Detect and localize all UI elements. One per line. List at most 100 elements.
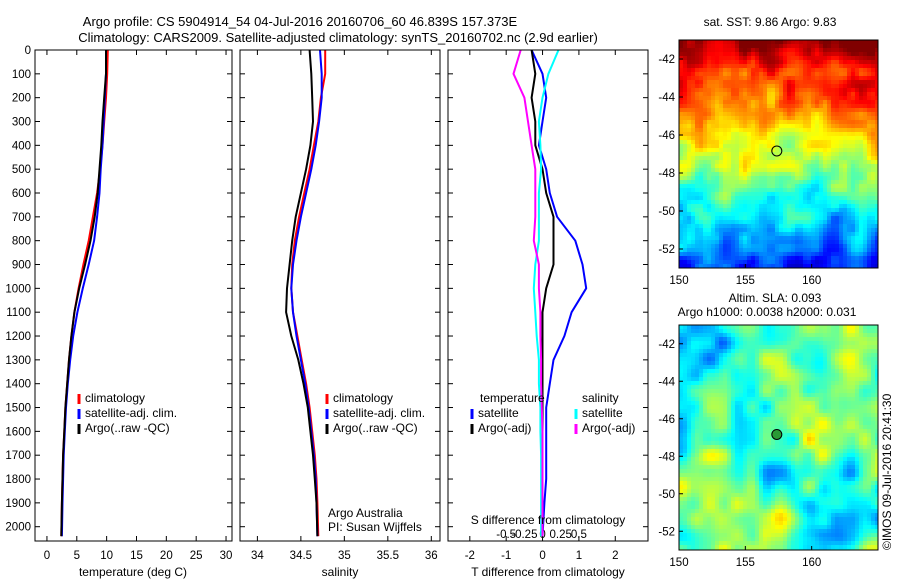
map-cell [719, 76, 724, 81]
map-cell [839, 164, 844, 169]
map-cell [855, 461, 860, 466]
map-cell [687, 204, 692, 209]
map-cell [859, 200, 864, 205]
map-cell [691, 409, 696, 414]
map-cell [731, 453, 736, 458]
map-cell [767, 124, 772, 129]
map-cell [783, 156, 788, 161]
map-cell [711, 397, 716, 402]
map-cell [775, 196, 780, 201]
map-cell [847, 68, 852, 73]
map-cell [847, 377, 852, 382]
map-cell [711, 453, 716, 458]
map-cell [779, 425, 784, 430]
map-cell [731, 401, 736, 406]
map-cell [771, 132, 776, 137]
map-cell [823, 144, 828, 149]
map-cell [815, 64, 820, 69]
map-cell [755, 112, 760, 117]
legend-label: satellite-adj. clim. [85, 406, 177, 420]
map-cell [755, 341, 760, 346]
map-cell [787, 152, 792, 157]
map-cell [683, 76, 688, 81]
map-cell [759, 68, 764, 73]
map-cell [839, 160, 844, 165]
map-cell [747, 168, 752, 173]
map-cell [847, 168, 852, 173]
map-cell [799, 160, 804, 165]
map-cell [791, 100, 796, 105]
map-cell [827, 112, 832, 117]
map-cell [707, 220, 712, 225]
map-cell [863, 120, 868, 125]
map-cell [851, 136, 856, 141]
map-cell [679, 353, 684, 358]
map-cell [743, 164, 748, 169]
map-cell [875, 465, 878, 470]
map-cell [843, 469, 848, 474]
map-cell [799, 72, 804, 77]
map-cell [679, 441, 684, 446]
map-cell [723, 333, 728, 338]
map-cell [839, 88, 844, 93]
map-cell [695, 389, 700, 394]
map-cell [743, 413, 748, 418]
map-cell [743, 180, 748, 185]
map-cell [843, 457, 848, 462]
map-cell [867, 405, 872, 410]
map-cell [763, 381, 768, 386]
map-cell [711, 152, 716, 157]
map-cell [683, 148, 688, 153]
map-cell [847, 40, 852, 45]
map-cell [747, 108, 752, 113]
map-cell [847, 369, 852, 374]
map-cell [779, 369, 784, 374]
map-cell [703, 144, 708, 149]
map-cell [723, 457, 728, 462]
y-tick-label: 2000 [5, 522, 31, 534]
map-cell [755, 401, 760, 406]
map-cell [707, 441, 712, 446]
map-cell [687, 401, 692, 406]
map-cell [739, 216, 744, 221]
map-cell [747, 445, 752, 450]
map-cell [851, 244, 856, 249]
map-cell [751, 132, 756, 137]
map-cell [811, 377, 816, 382]
map-cell [859, 228, 864, 233]
map-cell [743, 208, 748, 213]
map-cell [871, 144, 876, 149]
map-cell [839, 244, 844, 249]
map-cell [735, 244, 740, 249]
map-cell [851, 252, 856, 257]
map-cell [775, 132, 780, 137]
map-cell [819, 365, 824, 370]
map-cell [859, 232, 864, 237]
map-cell [807, 96, 812, 101]
map-cell [707, 148, 712, 153]
map-cell [719, 333, 724, 338]
map-cell [863, 252, 868, 257]
map-cell [735, 88, 740, 93]
map-cell [719, 429, 724, 434]
map-cell [799, 40, 804, 45]
map-cell [795, 397, 800, 402]
map-cell [719, 136, 724, 141]
map-cell [751, 393, 756, 398]
map-cell [855, 353, 860, 358]
map-cell [843, 369, 848, 374]
map-cell [787, 220, 792, 225]
s-diff-tick-label: -0.25 [511, 529, 537, 541]
map-cell [855, 232, 860, 237]
map-cell [719, 196, 724, 201]
map-cell [679, 108, 684, 113]
map-cell [727, 256, 732, 261]
map-cell [767, 168, 772, 173]
map-cell [775, 216, 780, 221]
y-tick-label: 1000 [5, 283, 31, 295]
map-cell [703, 204, 708, 209]
map-cell [735, 156, 740, 161]
map-cell [779, 232, 784, 237]
map-cell [851, 80, 856, 85]
map-cell [703, 240, 708, 245]
